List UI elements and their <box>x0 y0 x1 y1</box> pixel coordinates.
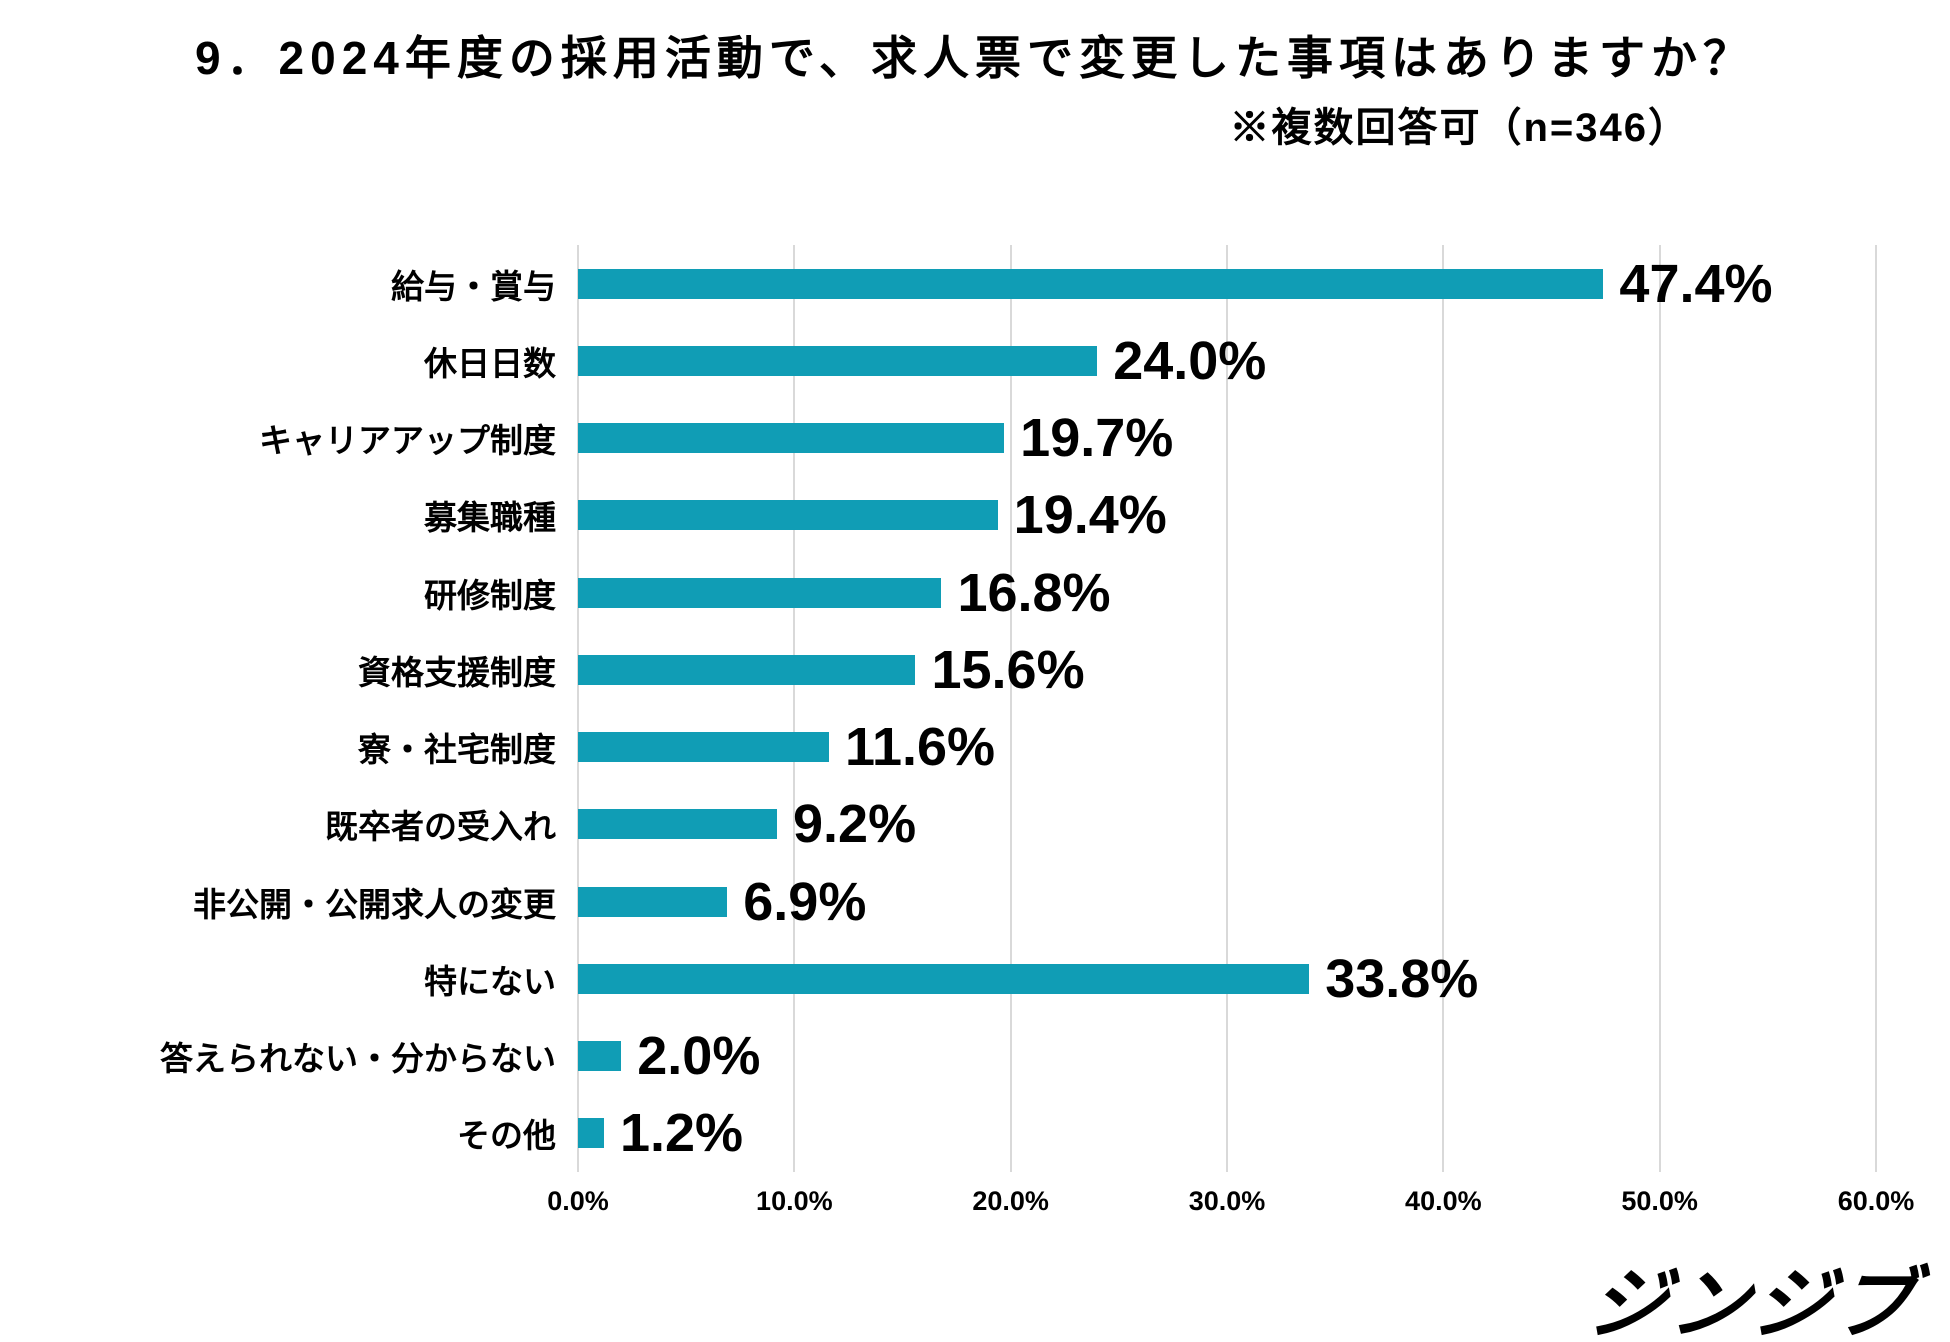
plot-area <box>577 245 1877 1172</box>
gridline <box>1442 245 1445 1172</box>
bar-row: 研修制度 16.8% <box>0 554 1950 631</box>
gridline <box>793 245 796 1172</box>
bar <box>578 732 829 763</box>
bar-row: 特にない 33.8% <box>0 940 1950 1017</box>
value-label: 15.6% <box>931 639 1085 700</box>
x-tick-label: 0.0% <box>547 1186 609 1216</box>
category-label: 募集職種 <box>424 499 556 537</box>
gridline <box>1009 245 1012 1172</box>
gridline <box>1226 245 1228 1172</box>
category-label: 特にない <box>424 962 556 1000</box>
bar <box>578 963 1310 994</box>
bar <box>578 500 998 531</box>
category-label: 答えられない・分からない <box>160 1040 556 1078</box>
category-label: 非公開・公開求人の変更 <box>193 885 556 923</box>
bar <box>578 345 1098 376</box>
bar-row: 資格支援制度 15.6% <box>0 631 1950 708</box>
category-label: その他 <box>457 1117 556 1155</box>
bar <box>578 886 728 917</box>
category-label: 資格支援制度 <box>358 653 556 691</box>
category-label: 研修制度 <box>424 576 556 614</box>
bar <box>578 809 778 840</box>
bar-row: 寮・社宅制度 11.6% <box>0 709 1950 786</box>
bar <box>578 1041 622 1072</box>
bar <box>578 577 942 608</box>
chart-title: 9．2024年度の採用活動で、求人票で変更した事項はありますか？ <box>194 32 1756 84</box>
gridline <box>1658 245 1661 1172</box>
bar-row: 答えられない・分からない 2.0% <box>0 1018 1950 1095</box>
value-label: 47.4% <box>1619 253 1773 314</box>
gridline <box>577 245 579 1172</box>
bar-row: 募集職種 19.4% <box>0 477 1950 554</box>
bar-row: 非公開・公開求人の変更 6.9% <box>0 863 1950 940</box>
value-label: 19.7% <box>1020 408 1174 469</box>
x-tick-label: 10.0% <box>756 1186 833 1216</box>
value-label: 1.2% <box>619 1103 744 1164</box>
value-label: 6.9% <box>743 871 867 932</box>
bar-row: 休日日数 24.0% <box>0 322 1950 399</box>
bar <box>578 423 1005 454</box>
bar <box>578 654 916 685</box>
x-tick-label: 40.0% <box>1405 1186 1482 1216</box>
value-label: 16.8% <box>957 562 1111 623</box>
bar-row: 給与・賞与 47.4% <box>0 245 1950 322</box>
value-label: 33.8% <box>1325 948 1479 1009</box>
chart-subtitle: ※複数回答可（n=346） <box>1229 106 1690 150</box>
bar <box>578 268 1604 299</box>
x-tick-label: 20.0% <box>972 1186 1049 1216</box>
category-label: 休日日数 <box>424 344 556 382</box>
category-label: 寮・社宅制度 <box>358 731 556 769</box>
value-label: 9.2% <box>793 794 917 855</box>
category-label: 既卒者の受入れ <box>325 808 556 846</box>
jinjib-logo: ジンジブ <box>1582 1260 1924 1342</box>
x-tick-label: 60.0% <box>1837 1186 1915 1216</box>
bar-row: 既卒者の受入れ 9.2% <box>0 786 1950 863</box>
x-tick-label: 50.0% <box>1621 1186 1698 1216</box>
x-tick-label: 30.0% <box>1188 1186 1266 1216</box>
bar-rows: 給与・賞与 47.4% 休日日数 24.0% キャリアアップ制度 19.7% 募… <box>0 245 1950 1172</box>
gridline <box>1875 245 1877 1172</box>
bar-row: その他 1.2% <box>0 1095 1950 1172</box>
bar-row: キャリアアップ制度 19.7% <box>0 400 1950 477</box>
value-label: 24.0% <box>1113 330 1267 391</box>
bar <box>578 1118 604 1149</box>
value-label: 19.4% <box>1013 485 1167 546</box>
value-label: 2.0% <box>637 1026 761 1087</box>
x-axis: 0.0% 10.0% 20.0% 30.0% 40.0% 50.0% 60.0% <box>0 1186 1950 1230</box>
category-label: キャリアアップ制度 <box>259 422 556 460</box>
value-label: 11.6% <box>844 717 996 778</box>
category-label: 給与・賞与 <box>391 267 556 305</box>
